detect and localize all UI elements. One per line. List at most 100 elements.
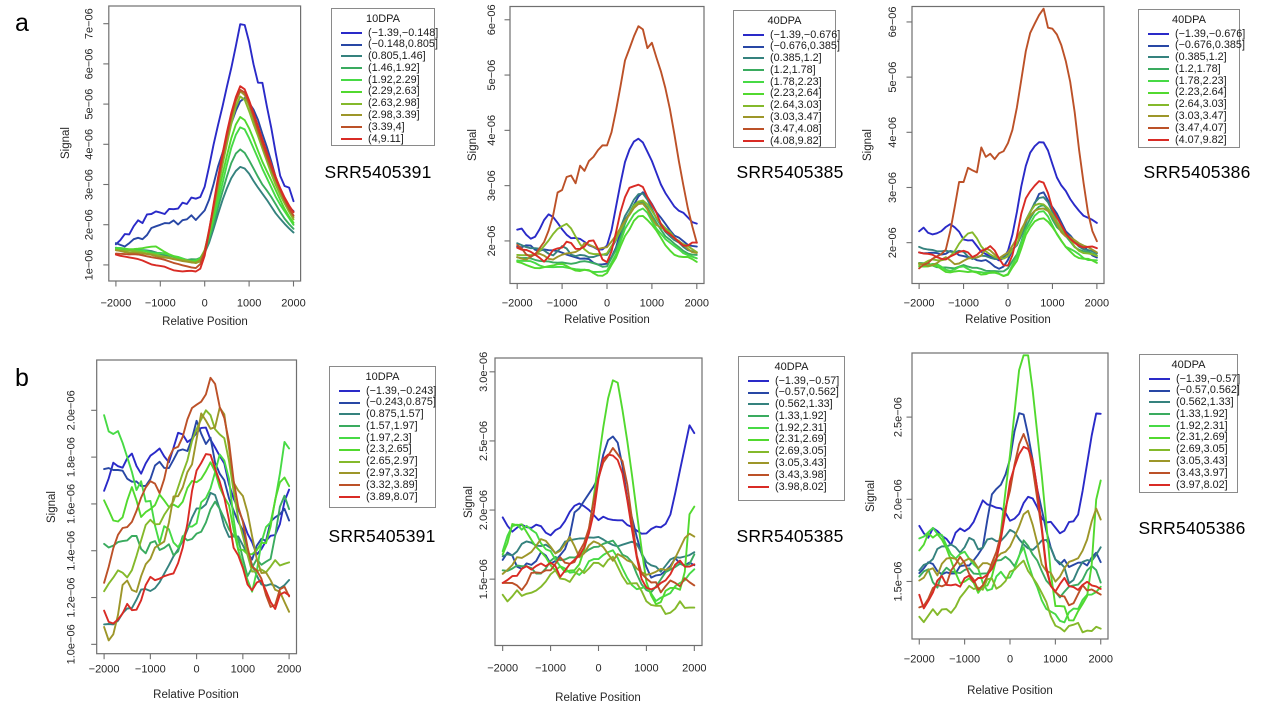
series-line — [918, 528, 1102, 585]
legend-entry-label: (3.98,8.02] — [775, 480, 827, 493]
x-tick-label: 1000 — [634, 663, 658, 675]
legend-swatch — [748, 391, 769, 394]
legend-swatch — [339, 401, 360, 404]
y-tick-label: 2.0e−06 — [478, 490, 490, 530]
plot-frame — [911, 5, 1105, 285]
legend-entry-label: (1.97,2.3] — [366, 431, 412, 444]
y-tick-label: 5e−06 — [83, 89, 95, 120]
y-tick-label: 2.0e−06 — [893, 479, 905, 519]
x-tick-label: 0 — [1005, 298, 1011, 310]
legend-swatch — [748, 379, 769, 382]
legend-entry: (1.33,1.92] — [1140, 408, 1237, 420]
legend-entry: (3.05,3.43] — [739, 458, 844, 470]
legend-entry-label: (1.57,1.97] — [366, 419, 418, 432]
series-line — [516, 192, 698, 259]
plot-b2: −2000 −1000 0 1000 2000 1.5e−06 2.0e−06 2.5e−06… — [478, 352, 707, 675]
x-tick-label: 2000 — [1085, 298, 1109, 310]
plot-b1: −2000 −1000 0 1000 2000 1.0e−06 1.2e−06 1.4e−06… — [66, 359, 301, 676]
series-line — [918, 433, 1102, 609]
x-tick-label: 2000 — [685, 298, 709, 310]
y-tick-label: 6e−06 — [486, 4, 498, 35]
legend-swatch — [1149, 413, 1170, 416]
legend-title: 40DPA — [774, 361, 809, 373]
legend-swatch — [339, 389, 360, 392]
legend-swatch — [1148, 91, 1169, 94]
x-tick-label: −2000 — [904, 654, 935, 666]
legend-entry-label: (2.98,3.39] — [368, 109, 420, 122]
plot-frame — [96, 359, 298, 655]
x-tick-label: −1000 — [535, 663, 566, 675]
legend-entry: (1.78,2.23] — [1139, 75, 1239, 87]
legend-swatch — [743, 45, 764, 48]
legend-title: 40DPA — [1171, 359, 1206, 371]
legend-swatch — [341, 67, 362, 70]
legend-swatch — [748, 427, 769, 430]
legend-entry: (1.92,2.29] — [332, 74, 434, 86]
legend-entry: (−0.148,0.805] — [332, 39, 438, 51]
y-tick-label: 6e−06 — [887, 6, 899, 37]
y-tick-label: 2.0e−06 — [66, 390, 78, 430]
legend-entry-label: (3.05,3.43] — [1176, 455, 1228, 468]
legend: 10DPA (−1.39,−0.243] (−0.243,0.875] (0.875… — [329, 366, 436, 508]
plot-frame — [911, 352, 1109, 640]
legend-swatch — [1149, 448, 1170, 451]
legend-entry-label: (3.05,3.43] — [775, 457, 827, 470]
legend-entry: (1.97,2.3] — [330, 432, 435, 444]
y-tick-label: 4e−06 — [83, 129, 95, 160]
legend-entry: (2.98,3.39] — [332, 110, 434, 122]
x-tick-label: −2000 — [100, 298, 131, 310]
row-label-b: b — [15, 364, 29, 392]
legend-items: (−1.39,−0.676] (−0.676,0.385] (0.385,1.2](… — [734, 29, 840, 147]
legend-items: (−1.39,−0.57] (−0.57,0.562] (0.562,1.33] (1… — [1140, 373, 1240, 491]
sample-label: SRR5405386 — [1138, 518, 1246, 538]
legend-entry-label: (2.23,2.64] — [770, 87, 822, 100]
legend-swatch — [1149, 401, 1170, 404]
legend-entry-label: (−0.676,0.385] — [770, 40, 840, 53]
legend-entry-label: (−0.676,0.385] — [1175, 39, 1245, 52]
legend-entry: (1.92,2.31] — [1140, 420, 1237, 432]
legend-entry: (3.39,4] — [332, 121, 434, 133]
x-tick-label: −1000 — [949, 654, 980, 666]
y-tick-label: 1.2e−06 — [66, 577, 78, 617]
legend: 40DPA (−1.39,−0.676] (−0.676,0.385] (0.385… — [1138, 9, 1245, 148]
y-axis-title: Signal — [862, 129, 874, 161]
legend-swatch — [339, 413, 360, 416]
legend-entry: (2.97,3.32] — [330, 468, 435, 480]
legend-swatch — [743, 116, 764, 119]
series-line — [918, 412, 1102, 546]
x-tick-label: −2000 — [904, 298, 935, 310]
series-line — [103, 491, 291, 626]
y-axis-title: Signal — [463, 486, 475, 518]
series-line — [516, 200, 698, 268]
legend-entry: (3.32,3.89] — [330, 479, 435, 491]
legend-entry-label: (2.3,2.65] — [366, 443, 412, 456]
y-tick-label: 1.5e−06 — [893, 561, 905, 601]
row-label-a: a — [15, 9, 29, 37]
y-tick-label: 2e−06 — [83, 209, 95, 240]
sample-label: SRR5405391 — [328, 526, 436, 546]
y-axis-title: Signal — [60, 127, 72, 159]
series-line — [918, 180, 1098, 267]
series-line — [501, 424, 696, 537]
series-line — [516, 214, 698, 277]
series-line — [918, 507, 1102, 583]
legend-entry-label: (1.78,2.23] — [1175, 74, 1227, 87]
legend-swatch — [748, 450, 769, 453]
legend-swatch — [743, 128, 764, 131]
x-tick-label: 2000 — [1088, 654, 1112, 666]
legend-entry: (3.47,4.08] — [734, 123, 835, 135]
legend-entry-label: (0.562,1.33] — [775, 398, 833, 411]
series-line — [918, 354, 1102, 622]
legend-entry-label: (1.92,2.31] — [775, 421, 827, 434]
legend-entry: (3.03,3.47] — [1139, 111, 1239, 123]
legend-swatch — [1149, 377, 1170, 380]
y-tick-label: 1.4e−06 — [66, 531, 78, 571]
legend-items: (−1.39,−0.243] (−0.243,0.875] (0.875,1.57]… — [330, 385, 436, 503]
legend-entry: (−0.243,0.875] — [330, 397, 436, 409]
legend-entry: (0.562,1.33] — [739, 399, 844, 411]
legend-title: 40DPA — [1171, 14, 1207, 26]
legend-entry: (3.43,3.97] — [1140, 467, 1237, 479]
legend-entry-label: (−1.39,−0.148] — [368, 26, 439, 39]
legend-entry: (−1.39,−0.676] — [1139, 28, 1245, 40]
x-tick-label: −2000 — [502, 298, 533, 310]
